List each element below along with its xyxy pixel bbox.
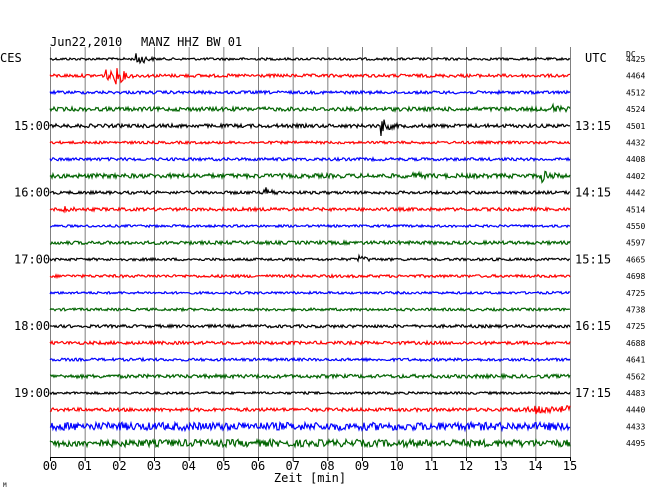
dc-value: 4641 xyxy=(626,356,645,365)
x-tick-label: 10 xyxy=(389,459,403,473)
left-hour-labels: 15:00 16:00 17:00 18:00 19:00 xyxy=(14,119,50,400)
dc-value: 4524 xyxy=(626,105,645,114)
right-hour-label: 16:15 xyxy=(575,319,611,333)
seismic-trace xyxy=(49,187,571,196)
dc-value: 4442 xyxy=(626,189,645,198)
x-tick-label: 00 xyxy=(43,459,57,473)
seismic-trace xyxy=(50,223,571,229)
seismic-trace xyxy=(49,390,571,396)
seismic-trace xyxy=(49,53,571,65)
left-hour-label: 17:00 xyxy=(14,252,50,266)
x-tick-label: 14 xyxy=(528,459,542,473)
x-tick-label: 05 xyxy=(216,459,230,473)
dc-value: 4725 xyxy=(626,322,645,331)
x-tick-label: 06 xyxy=(251,459,265,473)
x-tick-label: 15 xyxy=(563,459,577,473)
dc-value: 4597 xyxy=(626,239,645,248)
x-tick-label: 09 xyxy=(355,459,369,473)
seismic-trace xyxy=(49,156,571,163)
dc-value: 4483 xyxy=(626,389,645,398)
dc-value: 4408 xyxy=(626,155,645,164)
left-timezone-label: CES xyxy=(0,51,22,65)
chart-station: MANZ HHZ BW 01 xyxy=(141,35,242,49)
left-hour-label: 15:00 xyxy=(14,119,50,133)
seismic-trace xyxy=(49,102,571,114)
dc-value: 4402 xyxy=(626,172,645,181)
dc-value: 4425 xyxy=(626,55,645,64)
seismic-trace xyxy=(49,239,571,247)
seismic-trace xyxy=(49,339,571,347)
plot-grid xyxy=(50,47,571,458)
seismic-trace xyxy=(49,372,571,381)
x-ticks: 00 01 02 03 04 05 06 07 08 09 10 11 12 13 14 15 xyxy=(43,457,577,473)
dc-value: 4432 xyxy=(626,139,645,148)
seismic-trace xyxy=(49,404,571,415)
x-tick-label: 07 xyxy=(285,459,299,473)
dc-value: 4512 xyxy=(626,88,645,97)
dc-value: 4464 xyxy=(626,72,645,81)
right-hour-label: 17:15 xyxy=(575,386,611,400)
seismic-trace xyxy=(49,323,571,330)
x-tick-label: 11 xyxy=(424,459,438,473)
corner-mark: M xyxy=(3,482,7,489)
dc-value: 4433 xyxy=(626,422,645,431)
dc-value: 4688 xyxy=(626,339,645,348)
chart-date: Jun22,2010 xyxy=(50,35,122,49)
seismic-trace xyxy=(49,119,571,136)
dc-value: 4665 xyxy=(626,255,645,264)
seismic-trace xyxy=(49,139,571,146)
dc-value: 4725 xyxy=(626,289,645,298)
dc-value: 4698 xyxy=(626,272,645,281)
seismic-trace xyxy=(49,253,571,263)
seismic-trace xyxy=(49,205,571,214)
dc-value: 4501 xyxy=(626,122,645,131)
x-tick-label: 02 xyxy=(112,459,126,473)
dc-header: DC xyxy=(626,50,636,59)
dc-value: 4550 xyxy=(626,222,645,231)
left-hour-label: 16:00 xyxy=(14,186,50,200)
right-hour-label: 13:15 xyxy=(575,119,611,133)
x-tick-label: 13 xyxy=(493,459,507,473)
x-tick-label: 12 xyxy=(459,459,473,473)
left-hour-label: 18:00 xyxy=(14,319,50,333)
right-hour-labels: 13:15 14:15 15:15 16:15 17:15 xyxy=(575,119,611,400)
left-hour-label: 19:00 xyxy=(14,386,50,400)
seismic-trace xyxy=(49,170,571,184)
x-axis-label: Zeit [min] xyxy=(274,471,346,485)
right-timezone-label: UTC xyxy=(585,51,607,65)
seismic-trace xyxy=(49,420,571,433)
seismic-trace xyxy=(49,273,571,280)
seismic-trace xyxy=(49,356,571,363)
seismic-trace xyxy=(49,306,571,313)
dc-values: 4425 4464 4512 4524 4501 4432 4408 4402 4442 4514… xyxy=(626,55,645,448)
seismic-trace xyxy=(49,290,571,296)
dc-value: 4738 xyxy=(626,306,645,315)
dc-value: 4440 xyxy=(626,406,645,415)
x-tick-label: 03 xyxy=(147,459,161,473)
right-hour-label: 14:15 xyxy=(575,186,611,200)
dc-value: 4562 xyxy=(626,372,645,381)
dc-value: 4514 xyxy=(626,205,645,214)
seismic-trace xyxy=(49,68,571,85)
x-tick-label: 01 xyxy=(77,459,91,473)
trace-group xyxy=(49,53,571,449)
x-tick-label: 08 xyxy=(320,459,334,473)
seismic-trace xyxy=(49,437,571,449)
right-hour-label: 15:15 xyxy=(575,252,611,266)
seismic-trace xyxy=(49,89,571,96)
x-tick-label: 04 xyxy=(181,459,195,473)
dc-value: 4495 xyxy=(626,439,645,448)
